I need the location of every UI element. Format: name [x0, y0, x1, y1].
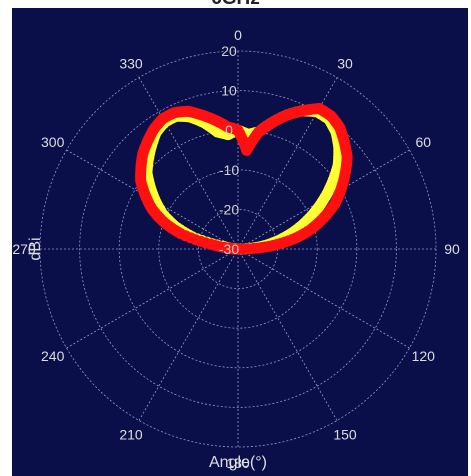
grid-spoke: [138, 77, 239, 250]
radial-tick-label: 10: [221, 83, 237, 99]
grid-spoke: [138, 248, 239, 421]
polar-grid: [39, 50, 437, 448]
grid-spoke: [237, 149, 410, 250]
angle-tick-label: 60: [416, 134, 432, 150]
x-axis-label: Angle(°): [209, 454, 267, 471]
angle-tick-label: 180: [226, 455, 250, 471]
angle-tick-label: 150: [333, 426, 357, 442]
radial-tick-label: -30: [219, 241, 239, 257]
angle-tick-label: 330: [119, 56, 143, 72]
label-layer: 0 30 60 90 120 150 180 210 240 270 300 330 20 10 0 -10 -…: [12, 27, 460, 471]
grid-spoke: [237, 248, 410, 349]
radial-tick-label: -20: [219, 201, 239, 217]
plot-area: [12, 8, 468, 476]
grid-spoke: [66, 248, 239, 349]
angle-tick-label: 30: [337, 56, 353, 72]
grid-circle: [118, 129, 358, 369]
grid-spoke: [237, 248, 338, 421]
angle-tick-label: 0: [234, 27, 242, 43]
angle-tick-label: 300: [41, 134, 65, 150]
angle-tick-label: 90: [444, 241, 460, 257]
radial-tick-label: 0: [225, 122, 233, 138]
y-axis-label: dBi: [27, 237, 44, 260]
grid-circle: [79, 90, 397, 408]
radial-tick-label: 20: [221, 43, 237, 59]
radial-tick-label: -10: [219, 162, 239, 178]
grid-spoke: [66, 149, 239, 250]
angle-tick-label: 210: [119, 426, 143, 442]
chart-title: 6GHz: [0, 0, 471, 10]
data-layer: [135, 102, 353, 255]
angle-tick-label: 270: [12, 241, 36, 257]
angle-tick-label: 120: [412, 348, 436, 364]
series-2-point: [232, 243, 244, 255]
grid-circle: [158, 169, 318, 329]
angle-tick-label: 240: [41, 348, 65, 364]
